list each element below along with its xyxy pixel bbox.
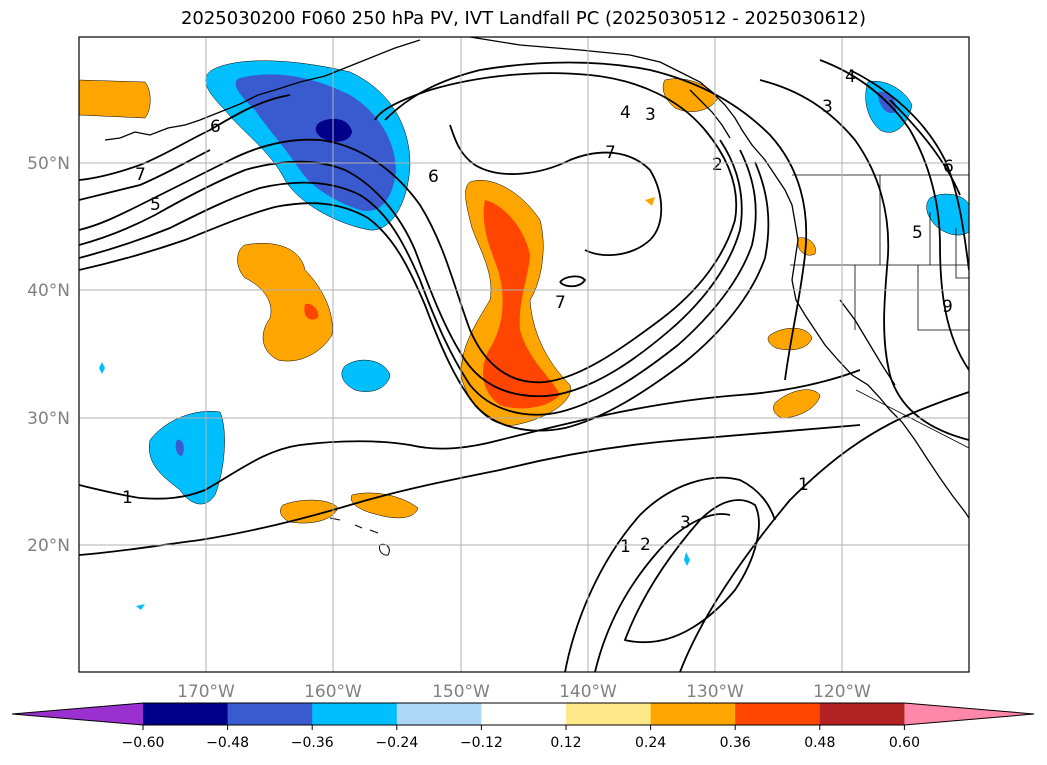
positive-anomaly-subtropics-1	[280, 499, 339, 524]
lon-label: 120°W	[813, 682, 871, 702]
colorbar-bin	[481, 703, 567, 725]
chart-title: 2025030200 F060 250 hPa PV, IVT Landfall…	[180, 8, 867, 29]
lat-label: 50°N	[27, 154, 70, 174]
contour-label: 7	[555, 293, 566, 313]
negative-anomaly-tiny-1	[99, 362, 105, 374]
contour-label: 4	[845, 67, 856, 87]
lat-label: 30°N	[27, 409, 70, 429]
negative-anomaly-sw-core	[175, 439, 184, 456]
gridlines	[79, 37, 969, 672]
colorbar-tick-label: −0.36	[291, 735, 334, 751]
negative-anomaly-tiny-2	[136, 604, 145, 610]
positive-anomaly-far-left	[79, 79, 151, 119]
contour-label: 3	[645, 105, 656, 125]
positive-anomaly-tiny	[645, 197, 655, 206]
colorbar-tick-label: 0.12	[550, 735, 581, 751]
negative-anomaly-navy-nw	[315, 118, 352, 142]
colorbar-bin	[312, 703, 398, 725]
colorbar-tick-label: −0.60	[122, 735, 165, 751]
colorbar-bin	[227, 703, 313, 725]
colorbar-tick-label: −0.12	[460, 735, 503, 751]
contour-label: 1	[122, 488, 133, 508]
lat-label: 20°N	[27, 536, 70, 556]
colorbar-bin	[650, 703, 736, 725]
contour-label: 7	[135, 165, 146, 185]
positive-anomaly-coast-3	[773, 389, 821, 419]
lon-label: 140°W	[559, 682, 617, 702]
contour-label: 6	[428, 167, 439, 187]
colorbar-extend-min	[12, 703, 143, 725]
lon-label: 130°W	[686, 682, 744, 702]
latitude-labels: 50°N 40°N 30°N 20°N	[27, 154, 70, 556]
colorbar-bin	[396, 703, 482, 725]
contour-label: 5	[912, 223, 923, 243]
positive-anomaly-red-small	[304, 303, 319, 320]
colorbar-extend-max	[904, 703, 1034, 725]
colorbar: −0.60 −0.48 −0.36 −0.24 −0.12 0.12 0.24 0.36 0.4…	[11, 702, 1035, 751]
negative-anomaly-tiny-3	[684, 552, 690, 566]
contour-label: 2	[712, 155, 723, 175]
contour-label: 1	[798, 475, 809, 495]
contour-label: 6	[210, 117, 221, 137]
contour-label: 4	[620, 103, 631, 123]
positive-anomaly-central-pacific	[237, 243, 333, 362]
colorbar-bin	[819, 703, 905, 725]
contour-label: 1	[620, 537, 631, 557]
map-frame	[78, 36, 970, 673]
positive-anomaly-streamer-red	[482, 200, 560, 409]
contour-label: 5	[150, 195, 161, 215]
colorbar-tick-label: −0.24	[375, 735, 418, 751]
colorbar-tick-label: −0.48	[206, 735, 249, 751]
coastlines	[104, 37, 969, 519]
colorbar-tick-label: 0.48	[804, 735, 835, 751]
borders	[790, 174, 969, 449]
contour-label: 3	[822, 97, 833, 117]
contour-label: 3	[680, 513, 691, 533]
lat-label: 40°N	[27, 281, 70, 301]
contour-label: 7	[605, 143, 616, 163]
colorbar-tick-label: 0.60	[889, 735, 920, 751]
contour-label: 6	[943, 157, 954, 177]
colorbar-bin	[143, 703, 229, 725]
colorbar-tick-label: 0.24	[635, 735, 666, 751]
colorbar-bin	[566, 703, 652, 725]
colorbar-tick-label: 0.36	[720, 735, 751, 751]
lon-label: 160°W	[304, 682, 362, 702]
positive-anomaly-coast-2	[767, 328, 813, 351]
contour-label: 9	[942, 297, 953, 317]
lon-label: 170°W	[177, 682, 235, 702]
colorbar-bin	[735, 703, 821, 725]
lon-label: 150°W	[432, 682, 490, 702]
longitude-labels: 170°W 160°W 150°W 140°W 130°W 120°W	[177, 682, 871, 702]
pv-shading	[79, 60, 969, 610]
negative-anomaly-small-33n	[341, 359, 391, 392]
